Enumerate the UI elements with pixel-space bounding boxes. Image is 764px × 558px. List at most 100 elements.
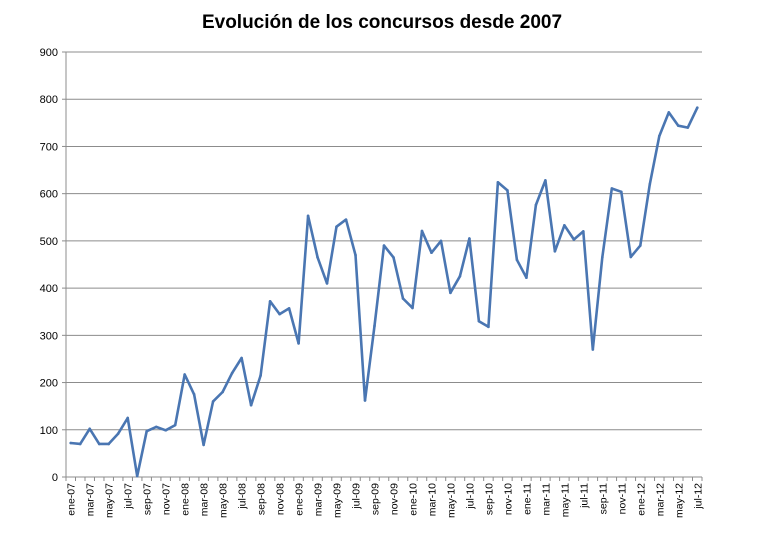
x-tick-label-nov-07: nov-07	[161, 483, 173, 515]
x-tick-label-sep-08: sep-08	[256, 483, 268, 515]
y-tick-label-200: 200	[40, 378, 58, 390]
data-point-sep-09	[373, 324, 376, 328]
data-point-feb-11	[534, 203, 538, 207]
data-point-abr-09	[325, 282, 329, 285]
y-tick-label-100: 100	[40, 425, 58, 437]
x-tick-label-sep-11: sep-11	[597, 483, 609, 514]
data-point-feb-12	[648, 182, 652, 186]
data-point-mar-09	[316, 256, 319, 259]
data-point-may-07	[107, 442, 111, 446]
y-tick-label-800: 800	[40, 94, 58, 106]
axes	[62, 51, 703, 481]
data-point-ene-08	[183, 373, 186, 376]
data-point-nov-11	[620, 190, 623, 194]
data-point-mar-10	[430, 251, 433, 254]
x-tick-label-ene-07: ene-07	[66, 483, 78, 516]
data-point-may-11	[563, 224, 566, 227]
y-tick-label-900: 900	[40, 47, 58, 59]
data-point-jun-07	[116, 432, 120, 435]
y-tick-label-400: 400	[40, 283, 58, 295]
data-point-abr-08	[211, 400, 215, 403]
data-point-jul-10	[468, 237, 471, 240]
x-tick-label-mar-12: mar-12	[654, 483, 666, 516]
x-tick-label-mar-08: mar-08	[199, 483, 211, 516]
data-point-dic-11	[629, 255, 633, 259]
data-point-oct-10	[496, 181, 500, 184]
data-point-jun-09	[344, 218, 348, 221]
data-point-may-08	[221, 390, 224, 394]
data-point-oct-07	[154, 425, 158, 429]
y-tick-label-0: 0	[52, 472, 58, 484]
x-tick-label-jul-12: jul-12	[692, 483, 704, 510]
data-point-mar-12	[657, 134, 661, 138]
x-tick-label-may-12: may-12	[673, 483, 685, 518]
data-point-abr-11	[553, 249, 557, 253]
data-point-mar-07	[88, 427, 92, 431]
y-tick-label-600: 600	[40, 189, 58, 201]
data-point-jul-11	[582, 230, 585, 233]
data-point-nov-09	[392, 256, 395, 259]
data-point-dic-07	[173, 423, 177, 427]
data-point-dic-08	[287, 307, 291, 310]
data-point-ene-07	[69, 441, 73, 445]
x-tick-label-nov-09: nov-09	[388, 483, 400, 515]
data-point-sep-07	[145, 429, 148, 433]
x-tick-label-mar-11: mar-11	[540, 483, 552, 516]
y-tick-label-300: 300	[40, 330, 58, 342]
x-tick-label-nov-08: nov-08	[275, 483, 287, 515]
data-point-ago-10	[477, 319, 481, 323]
data-point-jun-11	[572, 238, 576, 241]
x-tick-label-ene-09: ene-09	[294, 483, 306, 516]
x-tick-label-jul-11: jul-11	[578, 483, 590, 509]
data-point-sep-10	[487, 325, 490, 329]
data-point-mar-11	[544, 179, 547, 182]
data-point-may-10	[449, 291, 452, 295]
gridlines	[66, 51, 702, 431]
data-point-feb-07	[78, 442, 82, 446]
data-point-feb-08	[192, 393, 196, 396]
x-tick-label-sep-07: sep-07	[142, 483, 154, 515]
x-tick-label-ene-11: ene-11	[521, 483, 533, 515]
data-point-ago-07	[135, 474, 139, 478]
x-tick-label-ene-08: ene-08	[180, 483, 192, 516]
x-tick-label-ene-10: ene-10	[407, 483, 419, 516]
x-tick-label-jul-09: jul-09	[351, 483, 363, 510]
data-point-jun-10	[458, 275, 462, 278]
data-point-ene-11	[525, 276, 528, 280]
data-point-mar-08	[202, 443, 205, 447]
data-point-ago-11	[591, 348, 595, 351]
data-point-jun-08	[230, 371, 234, 375]
data-point-dic-10	[515, 258, 519, 262]
data-point-jul-09	[354, 253, 357, 257]
x-tick-label-nov-11: nov-11	[616, 483, 628, 514]
data-point-jul-07	[126, 416, 130, 420]
data-point-nov-07	[164, 428, 167, 432]
series-line-0	[69, 106, 699, 478]
data-point-dic-09	[401, 297, 405, 300]
x-tick-label-mar-07: mar-07	[85, 483, 97, 516]
x-tick-label-ene-12: ene-12	[635, 483, 647, 516]
data-point-abr-12	[667, 111, 671, 114]
data-point-feb-10	[420, 229, 424, 233]
data-point-nov-10	[506, 189, 509, 192]
x-axis-tick-labels: ene-07 mar-07 may-07 jul-07 sep-07 nov-07 ene-…	[66, 483, 705, 518]
data-point-may-12	[676, 124, 680, 127]
data-point-ago-09	[363, 399, 367, 402]
y-tick-label-500: 500	[40, 236, 58, 248]
x-tick-label-may-11: may-11	[559, 483, 571, 517]
data-point-ene-12	[638, 244, 642, 247]
data-point-sep-08	[259, 374, 262, 377]
data-point-ene-10	[411, 306, 414, 310]
y-axis-tick-labels: 0 100 200 300 400 500 600 700 800 900	[40, 47, 58, 484]
data-point-feb-09	[306, 214, 310, 218]
series-layer	[69, 106, 699, 478]
data-point-abr-10	[439, 239, 443, 243]
data-point-oct-11	[610, 187, 614, 190]
data-point-oct-09	[382, 244, 386, 247]
x-tick-label-sep-10: sep-10	[483, 483, 495, 515]
x-tick-label-may-09: may-09	[332, 483, 344, 518]
x-tick-label-may-08: may-08	[218, 483, 230, 518]
x-tick-label-may-07: may-07	[104, 483, 116, 518]
data-point-abr-07	[97, 442, 101, 446]
